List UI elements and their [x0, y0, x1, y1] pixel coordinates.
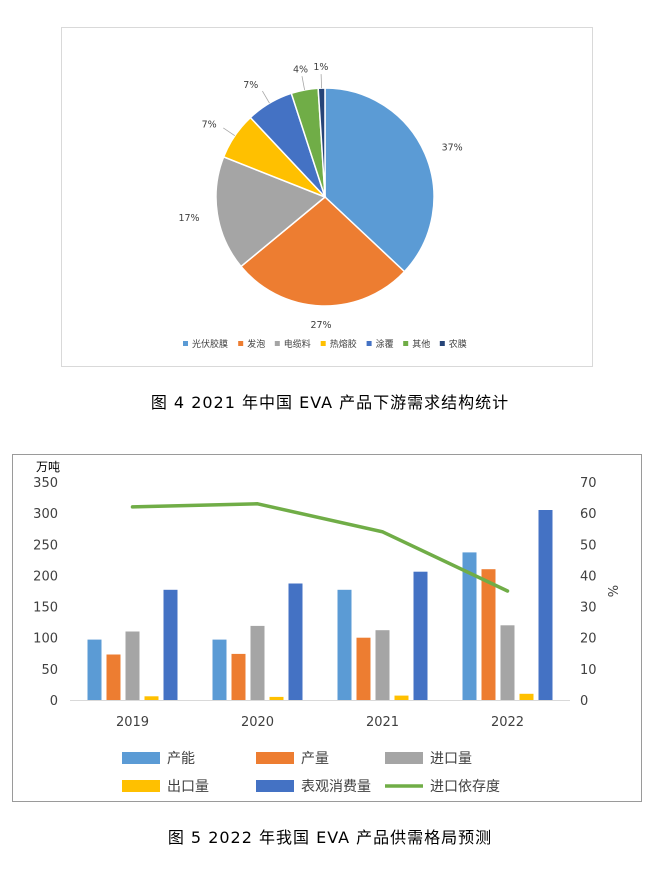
y-right-tick-label-2: 10 — [580, 663, 597, 678]
y-left-tick-label-8: 350 — [33, 476, 58, 491]
pie-legend-swatch-3 — [274, 341, 280, 346]
line-point-进口依存度-2022 — [506, 589, 509, 593]
pie-leader-line-7 — [320, 74, 322, 89]
legend-label-产能: 产能 — [167, 751, 195, 767]
pie-chart: 37% 27% 17% 7% 7% 4% 1% 光伏胶膜 发泡 电缆料 热熔胶 涂覆 其他 农膜 — [178, 62, 467, 350]
legend-swatch-进口量 — [385, 752, 423, 764]
y-right-tick-label-7: 60 — [580, 507, 597, 522]
legend-swatch-产量 — [256, 752, 294, 764]
legend-label-表观消费量: 表观消费量 — [301, 779, 371, 795]
legend-swatch-产能 — [122, 752, 160, 764]
legend-label-出口量: 出口量 — [167, 779, 209, 795]
bar-进口量-2020 — [250, 625, 265, 700]
bar-chart-frame — [12, 454, 642, 802]
y-left-tick-label-7: 300 — [33, 507, 58, 522]
line-point-进口依存度-2020 — [256, 502, 259, 506]
pie-legend-label-4: 热熔胶 — [330, 338, 357, 350]
line-point-进口依存度-2019 — [131, 505, 134, 509]
y-left-tick-label-3: 100 — [33, 632, 58, 647]
bar-chart-caption: 图 5 2022 年我国 EVA 产品供需格局预测 — [167, 828, 493, 847]
pie-legend-swatch-6 — [403, 341, 409, 346]
pie-legend-label-2: 发泡 — [247, 338, 265, 350]
y-left-tick-label-5: 200 — [33, 569, 58, 584]
bar-产量-2021 — [356, 637, 371, 700]
pie-data-label-5: 7% — [243, 80, 258, 91]
bar-出口量-2021 — [394, 695, 409, 700]
pie-legend-label-7: 农膜 — [449, 338, 467, 350]
pie-data-label-3: 17% — [178, 213, 199, 224]
pie-leader-line-6 — [301, 76, 305, 90]
y-right-tick-label-5: 40 — [580, 569, 597, 584]
x-tick-label-3: 2021 — [366, 715, 399, 730]
pie-slice-2 — [239, 196, 406, 307]
pie-slice-1 — [324, 87, 435, 273]
bar-产量-2020 — [231, 653, 246, 700]
bar-进口量-2019 — [125, 631, 140, 700]
pie-data-label-6: 4% — [293, 64, 308, 75]
pie-leader-line-4 — [223, 127, 236, 137]
pie-legend-label-1: 光伏胶膜 — [192, 338, 228, 350]
x-tick-label-4: 2022 — [491, 715, 524, 730]
pie-data-label-1: 37% — [442, 143, 463, 154]
y-right-axis-unit: % — [607, 585, 622, 597]
bar-出口量-2020 — [269, 696, 284, 700]
bar-产量-2022 — [481, 569, 496, 700]
pie-chart-caption: 图 4 2021 年中国 EVA 产品下游需求结构统计 — [150, 393, 510, 412]
bar-产能-2021 — [337, 589, 352, 700]
bar-进口量-2021 — [375, 630, 390, 700]
y-left-tick-label-1: 0 — [50, 694, 58, 709]
y-right-tick-label-8: 70 — [580, 476, 597, 491]
pie-legend-label-6: 其他 — [412, 338, 430, 350]
bar-产能-2022 — [462, 552, 477, 700]
y-left-tick-label-6: 250 — [33, 538, 58, 553]
bar-进口量-2022 — [500, 625, 515, 700]
bar-产能-2020 — [212, 639, 227, 700]
legend-label-产量: 产量 — [301, 751, 329, 767]
legend-label-进口依存度: 进口依存度 — [430, 779, 500, 795]
x-tick-label-2: 2020 — [241, 715, 274, 730]
line-series-进口依存度 — [130, 502, 510, 593]
pie-legend-swatch-5 — [366, 341, 372, 346]
legend-swatch-出口量 — [122, 780, 160, 792]
y-right-tick-label-1: 0 — [580, 694, 588, 709]
pie-legend-label-3: 电缆料 — [284, 338, 311, 350]
pie-legend-label-5: 涂覆 — [376, 338, 394, 350]
y-right-tick-label-3: 20 — [580, 632, 597, 647]
y-right-tick-label-6: 50 — [580, 538, 597, 553]
y-left-tick-label-4: 150 — [33, 601, 58, 616]
bar-产能-2019 — [87, 639, 102, 700]
pie-data-label-2: 27% — [310, 320, 331, 331]
bar-出口量-2019 — [144, 696, 159, 700]
bar-产量-2019 — [106, 654, 121, 700]
bar-表观消费量-2022 — [538, 510, 553, 700]
bar-表观消费量-2021 — [413, 571, 428, 700]
pie-legend-swatch-7 — [439, 341, 445, 346]
x-tick-label-1: 2019 — [116, 715, 149, 730]
y-left-axis-unit: 万吨 — [36, 460, 60, 474]
legend-swatch-表观消费量 — [256, 780, 294, 792]
y-right-tick-label-4: 30 — [580, 601, 597, 616]
pie-data-label-4: 7% — [202, 119, 217, 130]
bar-表观消费量-2019 — [163, 589, 178, 700]
pie-legend-swatch-1 — [183, 341, 188, 346]
pie-legend-swatch-2 — [238, 341, 244, 346]
legend-label-进口量: 进口量 — [430, 751, 472, 767]
bar-line-chart: 0 50 100 150 200 250 300 350 万吨 0 10 20 30 40 50 60 70% 2… — [33, 460, 622, 795]
pie-slice-3 — [215, 155, 327, 268]
line-point-进口依存度-2021 — [381, 530, 384, 534]
pie-leader-line-5 — [262, 90, 270, 104]
bar-表观消费量-2020 — [288, 583, 303, 700]
y-left-tick-label-2: 50 — [41, 663, 58, 678]
pie-legend-swatch-4 — [320, 341, 326, 346]
bar-出口量-2022 — [519, 693, 534, 700]
pie-data-label-7: 1% — [313, 62, 328, 73]
